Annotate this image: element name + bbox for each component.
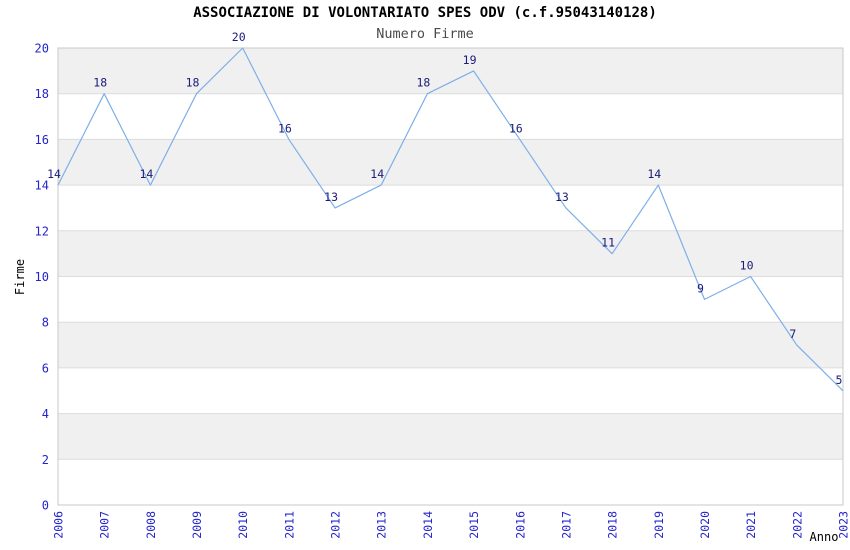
- chart-subtitle: Numero Firme: [376, 26, 474, 42]
- y-tick-label: 20: [35, 42, 49, 56]
- point-label: 18: [416, 76, 430, 90]
- x-tick-label: 2006: [52, 511, 66, 539]
- point-label: 10: [740, 259, 754, 273]
- point-label: 16: [509, 121, 523, 135]
- point-label: 16: [278, 121, 292, 135]
- plot-band: [58, 139, 843, 186]
- point-label: 18: [93, 76, 107, 90]
- x-tick-label: 2007: [98, 511, 112, 539]
- y-tick-label: 18: [35, 87, 49, 101]
- x-tick-label: 2011: [282, 511, 296, 539]
- point-label: 11: [601, 236, 615, 250]
- x-tick-label: 2008: [144, 511, 158, 539]
- chart-title: ASSOCIAZIONE DI VOLONTARIATO SPES ODV (c…: [193, 5, 657, 21]
- y-axis-title: Firme: [13, 259, 27, 295]
- x-tick-label: 2021: [744, 511, 758, 539]
- y-tick-label: 14: [35, 179, 49, 193]
- point-label: 13: [324, 190, 338, 204]
- x-tick-label: 2023: [837, 511, 850, 539]
- point-label: 5: [836, 373, 843, 387]
- plot-band: [58, 230, 843, 277]
- x-tick-label: 2010: [236, 511, 250, 539]
- plot-border: [57, 47, 844, 506]
- plot-band: [58, 413, 843, 460]
- point-label: 9: [697, 281, 704, 295]
- x-tick-label: 2014: [421, 511, 435, 539]
- point-label: 18: [186, 76, 200, 90]
- x-tick-label: 2015: [467, 511, 481, 539]
- x-tick-label: 2020: [698, 511, 712, 539]
- y-tick-label: 2: [42, 453, 49, 467]
- point-label: 19: [463, 53, 477, 67]
- plot-band: [58, 322, 843, 368]
- x-tick-label: 2018: [606, 511, 620, 539]
- x-tick-label: 2022: [790, 511, 804, 539]
- point-label: 20: [232, 30, 246, 44]
- y-tick-label: 8: [42, 316, 49, 330]
- y-tick-label: 12: [35, 224, 49, 238]
- x-tick-label: 2017: [559, 511, 573, 539]
- y-tick-label: 16: [35, 133, 49, 147]
- plot-band: [58, 48, 843, 94]
- x-tick-label: 2019: [652, 511, 666, 539]
- point-label: 14: [139, 167, 153, 181]
- y-tick-label: 4: [42, 407, 49, 421]
- data-line: [57, 47, 844, 392]
- y-tick-label: 10: [35, 270, 49, 284]
- point-label: 7: [789, 327, 796, 341]
- y-tick-label: 6: [42, 361, 49, 375]
- point-label: 13: [555, 190, 569, 204]
- x-axis-title: Anno: [810, 530, 839, 544]
- point-label: 14: [647, 167, 661, 181]
- x-tick-label: 2012: [329, 511, 343, 539]
- x-tick-label: 2009: [190, 511, 204, 539]
- x-tick-label: 2016: [513, 511, 527, 539]
- point-label: 14: [47, 167, 61, 181]
- x-tick-label: 2013: [375, 511, 389, 539]
- point-label: 14: [370, 167, 384, 181]
- y-tick-label: 0: [42, 499, 49, 513]
